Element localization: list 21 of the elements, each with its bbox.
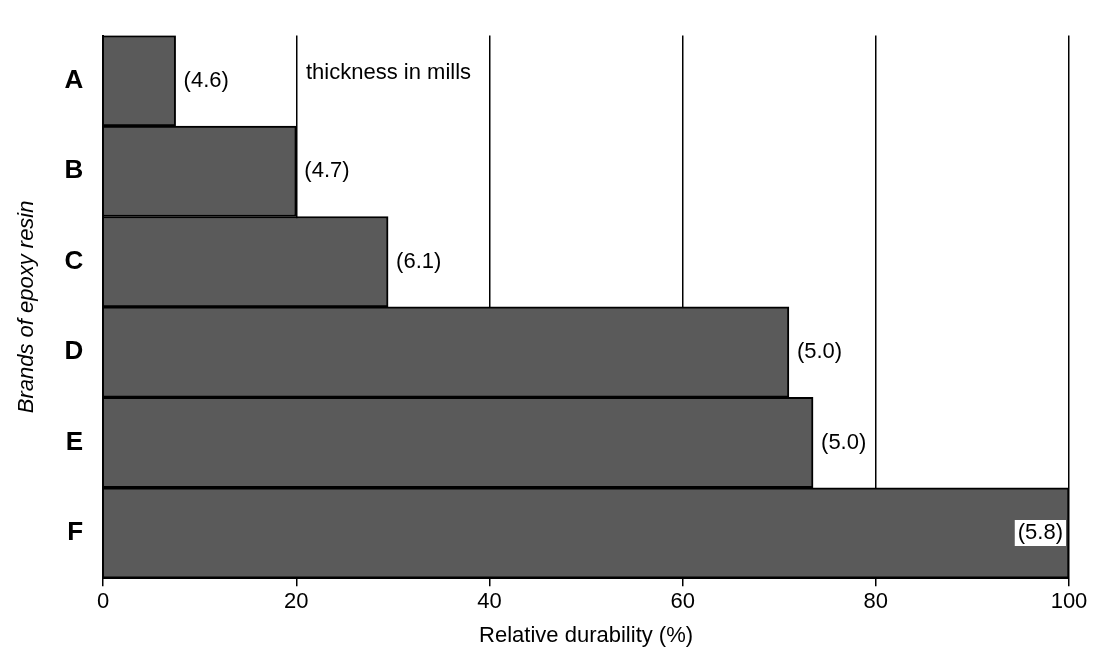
x-tick-label: 20 bbox=[284, 588, 309, 614]
annotation: (5.0) bbox=[821, 428, 867, 454]
x-tick-label: 40 bbox=[477, 588, 502, 614]
y-axis-title: Brands of epoxy resin bbox=[13, 200, 39, 414]
x-axis-title: Relative durability (%) bbox=[479, 621, 694, 647]
y-tick-label: C bbox=[64, 244, 84, 275]
y-tick-label: F bbox=[67, 516, 84, 547]
annotation: (4.6) bbox=[183, 66, 229, 92]
y-tick-label: E bbox=[65, 425, 84, 456]
x-tick-label: 100 bbox=[1050, 588, 1088, 614]
annotation: (5.8) bbox=[1017, 519, 1064, 545]
annotation: (4.7) bbox=[304, 157, 350, 183]
y-tick-label: D bbox=[64, 335, 84, 366]
x-tick-label: 60 bbox=[670, 588, 695, 614]
x-tick-label: 80 bbox=[863, 588, 889, 614]
annotation: (6.1) bbox=[396, 247, 442, 273]
y-tick-label: B bbox=[64, 154, 84, 185]
x-tick-label: 0 bbox=[97, 588, 110, 614]
annotation: (5.0) bbox=[796, 338, 843, 364]
annotation: thickness in mills bbox=[306, 58, 472, 84]
y-tick-label: A bbox=[64, 63, 84, 94]
